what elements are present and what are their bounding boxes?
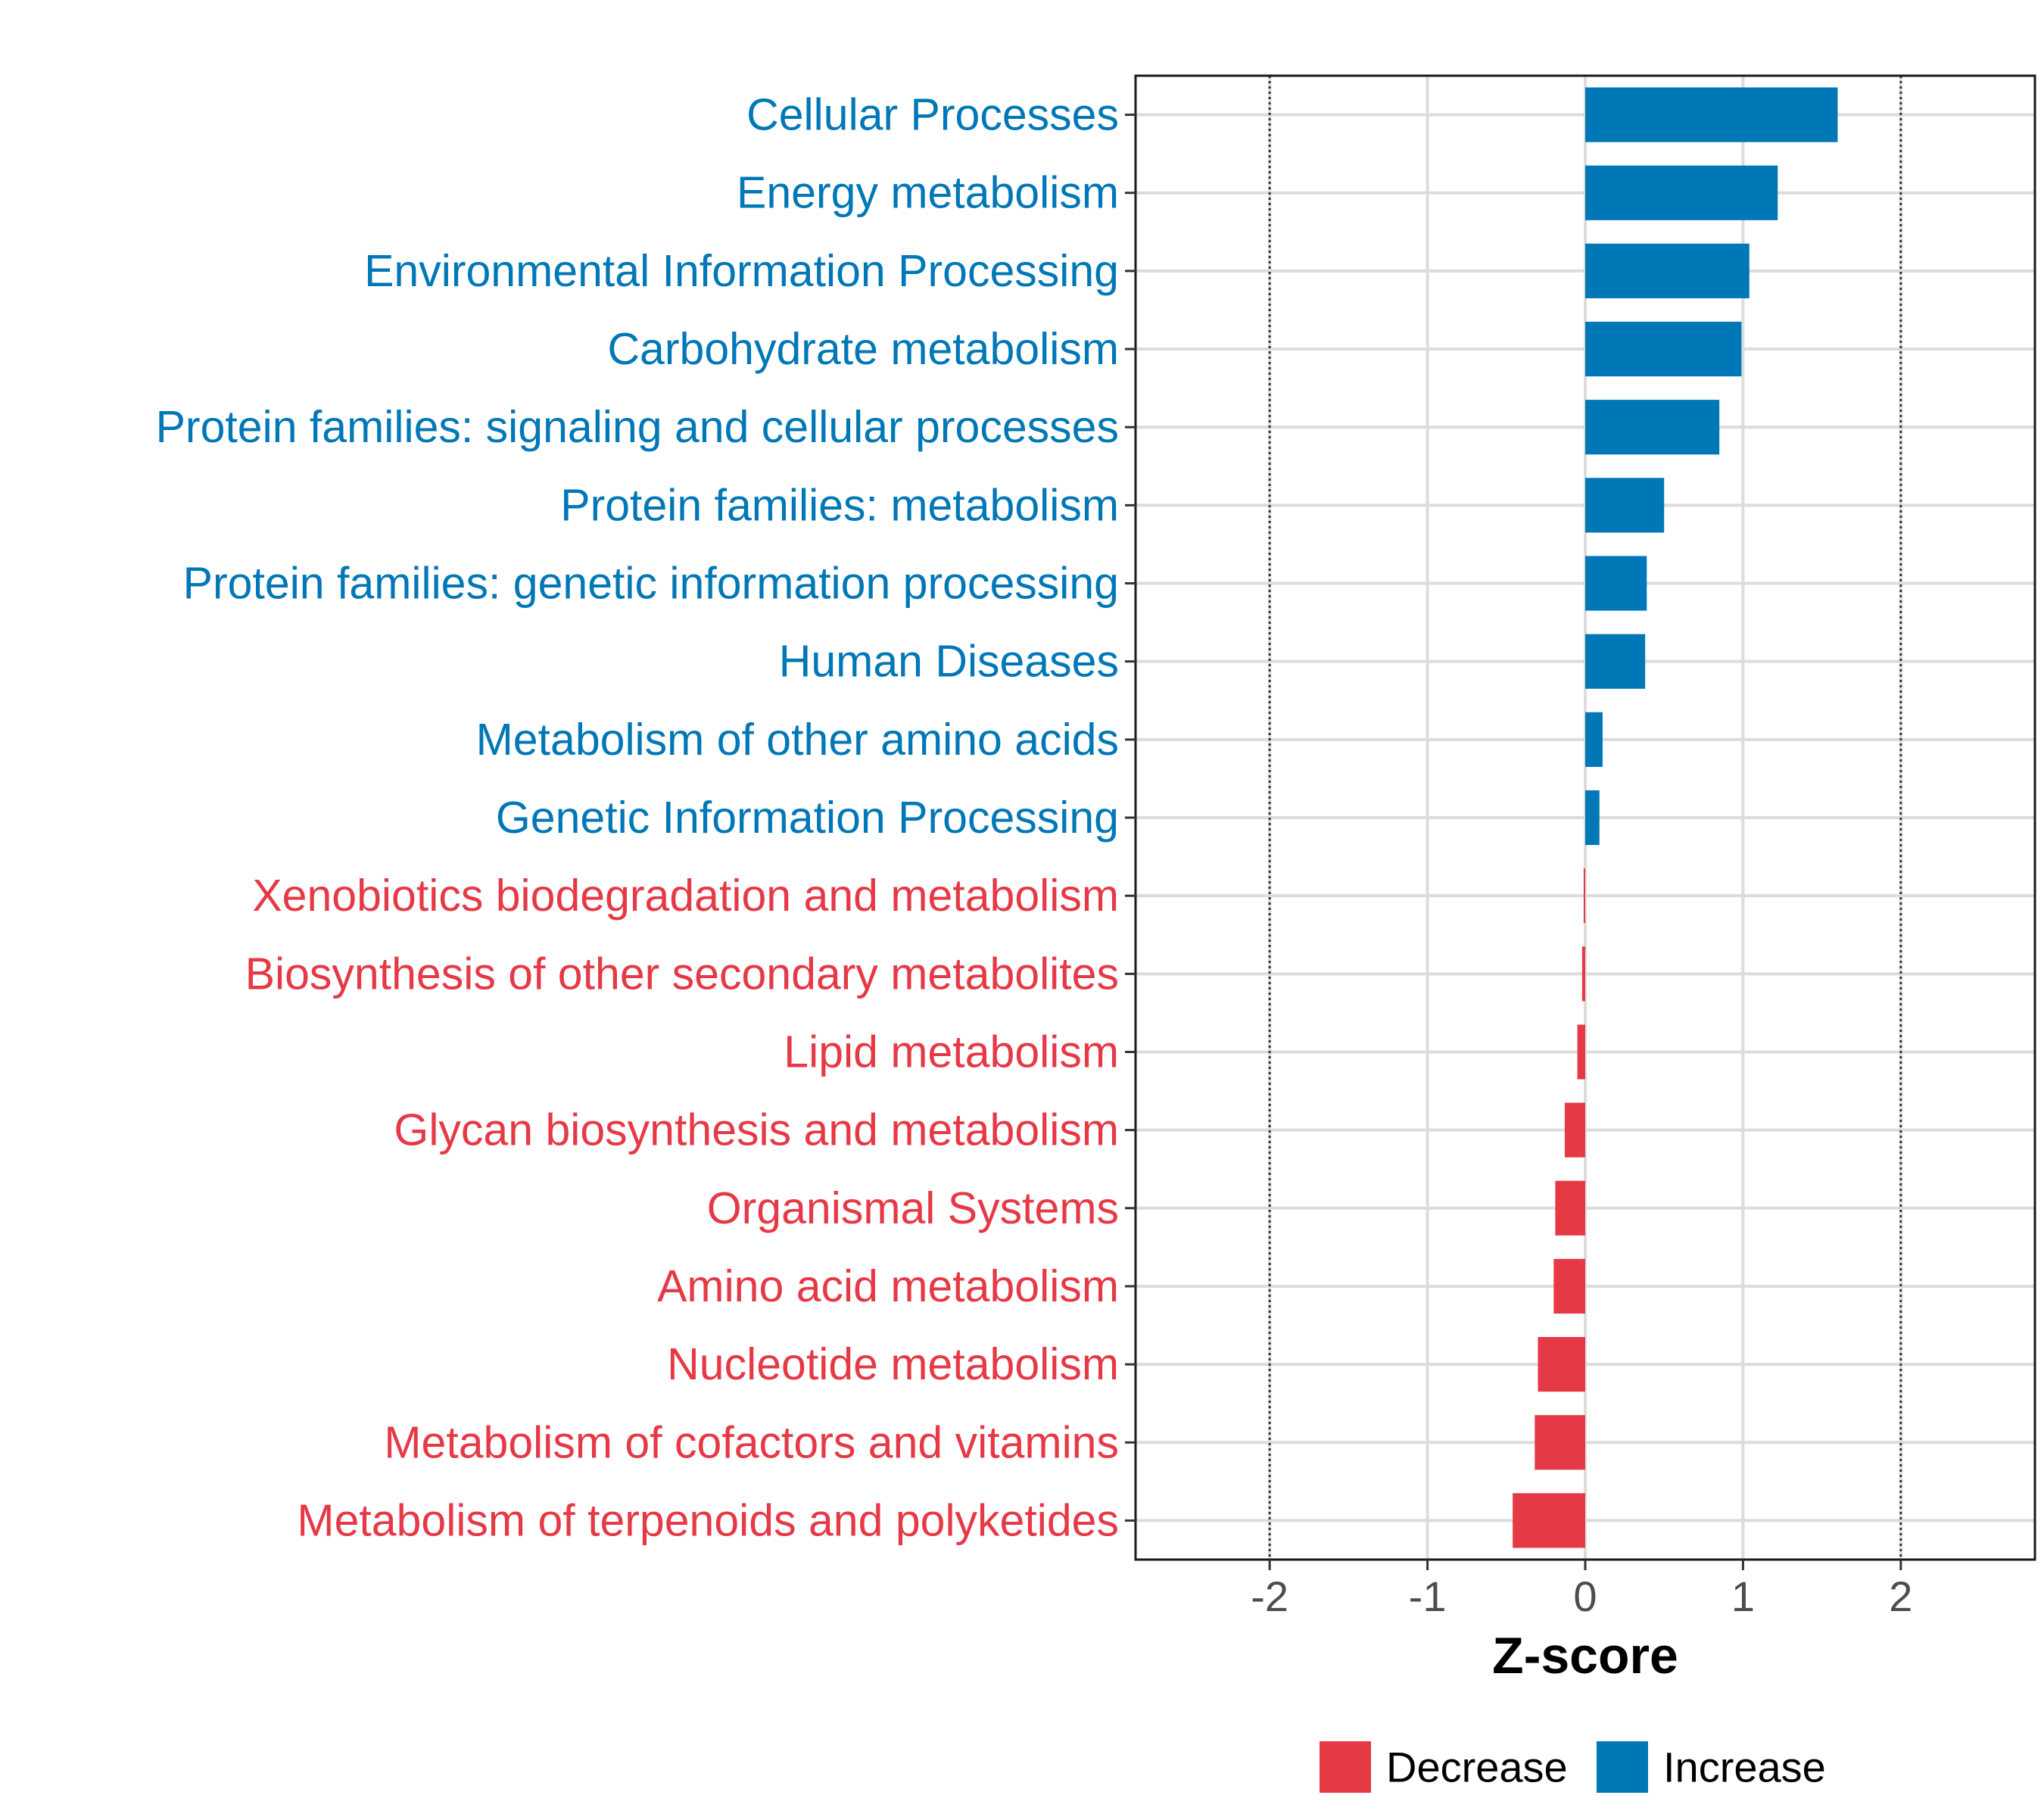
category-label: Organismal Systems	[707, 1183, 1119, 1233]
bar	[1585, 790, 1600, 846]
category-label: Protein families: genetic information pr…	[183, 559, 1119, 609]
reference-lines	[1268, 76, 1902, 1560]
legend-label: Decrease	[1386, 1744, 1568, 1791]
bar	[1577, 1024, 1585, 1080]
legend-label: Increase	[1663, 1744, 1826, 1791]
x-tick-label: 2	[1889, 1572, 1912, 1620]
bar	[1585, 243, 1750, 298]
bar	[1585, 634, 1646, 689]
bar	[1585, 321, 1742, 377]
bar	[1585, 712, 1603, 767]
category-label: Lipid metabolism	[784, 1027, 1119, 1077]
category-label: Environmental Information Processing	[364, 246, 1119, 296]
bar	[1564, 1102, 1585, 1158]
legend-key-increase	[1597, 1741, 1648, 1793]
category-label: Nucleotide metabolism	[667, 1339, 1119, 1389]
bar	[1553, 1258, 1585, 1314]
bar	[1585, 87, 1838, 142]
x-tick-label: -1	[1409, 1572, 1447, 1620]
bar	[1585, 400, 1720, 455]
x-axis-title: Z-score	[1492, 1627, 1678, 1685]
category-label: Cellular Processes	[746, 90, 1119, 140]
bar	[1538, 1337, 1585, 1392]
category-label: Metabolism of terpenoids and polyketides	[297, 1495, 1119, 1545]
y-axis: Cellular Processes Energy metabolism Envir…	[156, 90, 1136, 1545]
x-axis: -2 -1 0 1 2	[1251, 1560, 1912, 1620]
category-label: Human Diseases	[779, 637, 1119, 687]
bar	[1535, 1415, 1585, 1470]
legend-key-decrease	[1320, 1741, 1371, 1793]
category-label: Carbohydrate metabolism	[607, 324, 1119, 374]
category-label: Amino acid metabolism	[657, 1261, 1119, 1311]
bar	[1585, 478, 1665, 533]
bars	[1513, 87, 1838, 1548]
bar	[1583, 868, 1585, 924]
x-tick-label: 1	[1731, 1572, 1755, 1620]
category-label: Metabolism of other amino acids	[476, 715, 1119, 765]
bar	[1555, 1180, 1585, 1236]
x-tick-label: -2	[1251, 1572, 1288, 1620]
bar	[1585, 165, 1778, 220]
category-label: Protein families: metabolism	[560, 480, 1119, 530]
category-label: Xenobiotics biodegradation and metabolis…	[252, 871, 1119, 921]
category-label: Metabolism of cofactors and vitamins	[384, 1417, 1119, 1467]
category-label: Genetic Information Processing	[496, 793, 1119, 843]
category-label: Biosynthesis of other secondary metaboli…	[245, 949, 1119, 999]
category-label: Glycan biosynthesis and metabolism	[394, 1105, 1119, 1155]
legend: Decrease Increase	[1320, 1741, 1826, 1793]
bar	[1585, 556, 1647, 611]
category-label: Energy metabolism	[737, 168, 1119, 218]
bar	[1581, 946, 1585, 1002]
bar	[1513, 1493, 1585, 1548]
category-label: Protein families: signaling and cellular…	[156, 402, 1119, 452]
x-tick-label: 0	[1573, 1572, 1597, 1620]
